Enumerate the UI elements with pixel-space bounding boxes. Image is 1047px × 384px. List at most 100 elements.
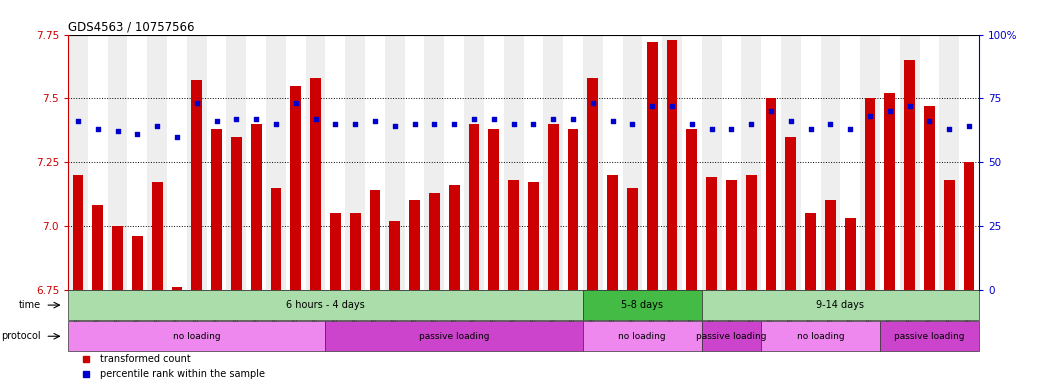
Bar [583, 321, 701, 351]
Bar [192, 81, 202, 290]
Bar [701, 290, 979, 320]
Bar [528, 182, 539, 290]
Point [584, 100, 601, 106]
Text: protocol: protocol [1, 331, 41, 341]
Point [506, 121, 522, 127]
Point [307, 116, 324, 122]
Bar [905, 60, 915, 290]
Point [188, 100, 205, 106]
Bar [781, 35, 801, 290]
Point [446, 121, 463, 127]
Text: no loading: no loading [173, 332, 221, 341]
Bar [72, 175, 84, 290]
Point [564, 116, 581, 122]
Point [921, 118, 938, 124]
Bar [885, 93, 895, 290]
Point [901, 103, 918, 109]
Bar [543, 35, 563, 290]
Bar [350, 213, 360, 290]
Bar [270, 187, 282, 290]
Bar [667, 40, 677, 290]
Point [684, 121, 700, 127]
Bar [132, 236, 142, 290]
Point [149, 123, 165, 129]
Text: 9-14 days: 9-14 days [817, 300, 865, 310]
Bar [508, 180, 519, 290]
Bar [623, 35, 642, 290]
Bar [469, 124, 480, 290]
Bar [899, 35, 919, 290]
Bar [68, 290, 583, 320]
Point [544, 116, 561, 122]
Bar [409, 200, 420, 290]
Point [941, 126, 958, 132]
Point [129, 131, 146, 137]
Bar [583, 35, 603, 290]
Text: passive loading: passive loading [696, 332, 766, 341]
Bar [112, 226, 122, 290]
Text: time: time [19, 300, 41, 310]
Bar [925, 106, 935, 290]
Point [268, 121, 285, 127]
Point [723, 126, 740, 132]
Text: GDS4563 / 10757566: GDS4563 / 10757566 [68, 20, 195, 33]
Bar [310, 78, 321, 290]
Point [386, 123, 403, 129]
Bar [226, 35, 246, 290]
Bar [785, 137, 797, 290]
Point [644, 103, 661, 109]
Point [762, 108, 779, 114]
Point [664, 103, 681, 109]
Bar [821, 35, 841, 290]
Bar [290, 86, 302, 290]
Bar [963, 162, 975, 290]
Text: no loading: no loading [619, 332, 666, 341]
Point [327, 121, 343, 127]
Point [366, 118, 383, 124]
Bar [429, 193, 440, 290]
Point [228, 116, 245, 122]
Bar [306, 35, 326, 290]
Bar [92, 205, 104, 290]
Bar [865, 98, 875, 290]
Point [347, 121, 363, 127]
Bar [488, 129, 499, 290]
Bar [449, 185, 460, 290]
Text: transformed count: transformed count [99, 354, 191, 364]
Bar [108, 35, 128, 290]
Bar [647, 42, 658, 290]
Bar [745, 175, 757, 290]
Point [624, 121, 641, 127]
Bar [370, 190, 380, 290]
Bar [330, 213, 341, 290]
Bar [152, 182, 162, 290]
Bar [211, 129, 222, 290]
Bar [346, 35, 365, 290]
Point [169, 134, 185, 140]
Bar [761, 321, 879, 351]
Bar [627, 187, 638, 290]
Bar [68, 35, 88, 290]
Bar [385, 35, 405, 290]
Bar [741, 35, 761, 290]
Text: no loading: no loading [797, 332, 844, 341]
Text: passive loading: passive loading [894, 332, 964, 341]
Bar [939, 35, 959, 290]
Bar [266, 35, 286, 290]
Bar [662, 35, 682, 290]
Point [426, 121, 443, 127]
Point [961, 123, 978, 129]
Bar [548, 124, 559, 290]
Bar [701, 35, 721, 290]
Point [862, 113, 878, 119]
Text: 5-8 days: 5-8 days [621, 300, 664, 310]
Point [882, 108, 898, 114]
Bar [861, 35, 879, 290]
Bar [765, 98, 777, 290]
Point [89, 126, 106, 132]
Bar [726, 180, 737, 290]
Bar [464, 35, 484, 290]
Bar [326, 321, 583, 351]
Point [842, 126, 859, 132]
Bar [845, 218, 855, 290]
